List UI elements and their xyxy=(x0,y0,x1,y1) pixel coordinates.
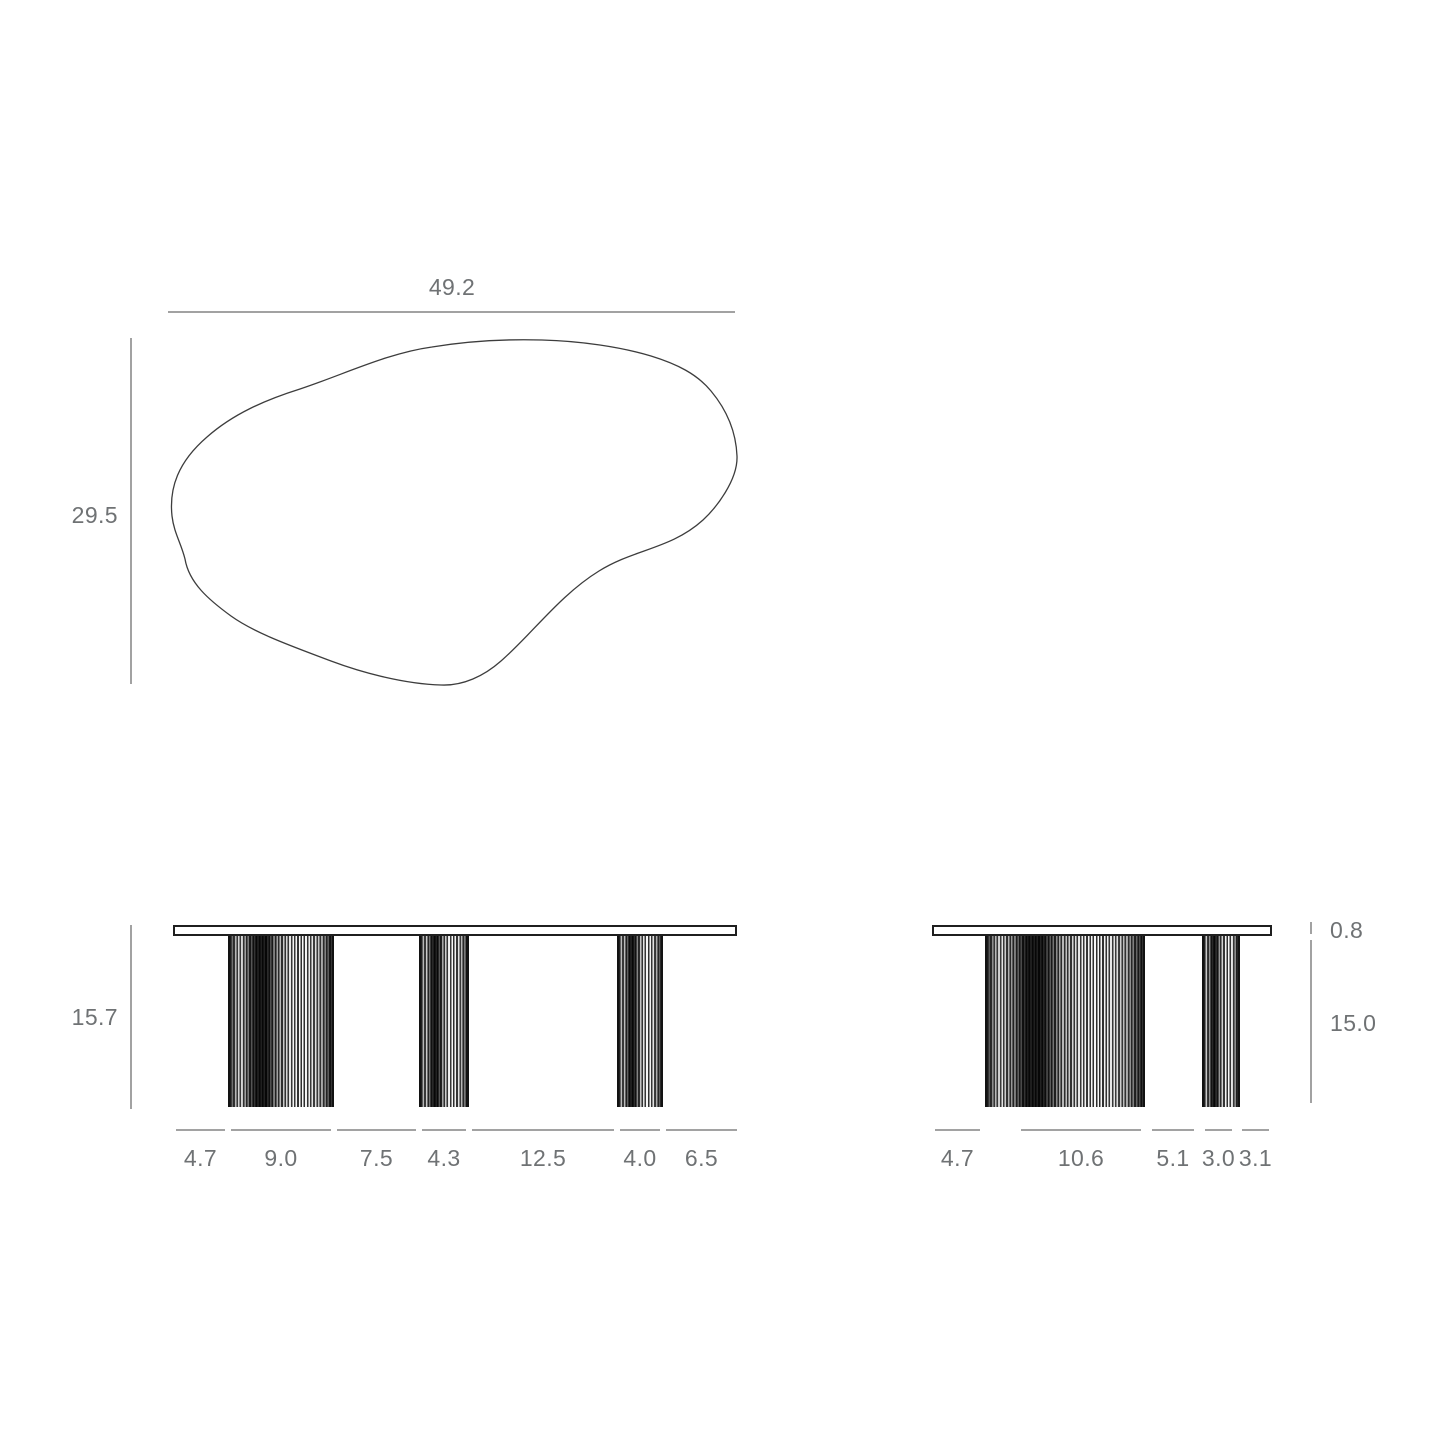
front-view-leg-right xyxy=(617,936,663,1107)
dimension-segment-line xyxy=(666,1129,737,1131)
dimension-segment-line xyxy=(176,1129,225,1131)
dimension-label: 5.1 xyxy=(1156,1145,1190,1171)
dimension-label: 9.0 xyxy=(264,1145,298,1171)
dimension-segment-line xyxy=(337,1129,416,1131)
dimension-segment-line xyxy=(1021,1129,1141,1131)
side-view-leg-height-label: 15.0 xyxy=(1330,1010,1377,1036)
front-view-tabletop xyxy=(173,925,737,936)
dimension-label: 4.3 xyxy=(427,1145,461,1171)
dimension-label: 3.1 xyxy=(1238,1145,1273,1171)
dimension-segment-line xyxy=(935,1129,980,1131)
side-view-leg-wide xyxy=(985,936,1145,1107)
dimension-label: 10.6 xyxy=(1057,1145,1105,1171)
dimension-label: 6.5 xyxy=(684,1145,719,1171)
dimension-label: 4.7 xyxy=(183,1145,218,1171)
organic-tabletop-shape xyxy=(170,339,738,686)
dimension-segment-line xyxy=(422,1129,466,1131)
side-view-leg-narrow xyxy=(1202,936,1240,1107)
dimension-label: 12.5 xyxy=(519,1145,567,1171)
front-view-height-label: 15.7 xyxy=(71,1004,118,1030)
dimension-segment-line xyxy=(620,1129,660,1131)
dimension-label: 7.5 xyxy=(359,1145,394,1171)
dimension-label: 4.0 xyxy=(623,1145,657,1171)
dimension-label: 4.7 xyxy=(940,1145,975,1171)
side-view-top-thickness-tick xyxy=(1310,922,1312,934)
side-view-tabletop xyxy=(932,925,1272,936)
side-view-top-thickness-label: 0.8 xyxy=(1330,917,1364,943)
dimension-segment-line xyxy=(472,1129,614,1131)
front-view-leg-left xyxy=(228,936,334,1107)
front-view-leg-middle xyxy=(419,936,469,1107)
dimension-segment-line xyxy=(231,1129,331,1131)
side-view-leg-height-dimension-line xyxy=(1310,940,1312,1103)
dimension-segment-line xyxy=(1242,1129,1269,1131)
top-view-depth-dimension-line xyxy=(130,338,132,684)
top-view-depth-label: 29.5 xyxy=(71,502,118,528)
dimension-segment-line xyxy=(1152,1129,1194,1131)
top-view-width-label: 49.2 xyxy=(428,274,476,300)
dimension-label: 3.0 xyxy=(1201,1145,1236,1171)
top-view-width-dimension-line xyxy=(168,311,735,313)
front-view-height-dimension-line xyxy=(130,925,132,1109)
dimension-segment-line xyxy=(1205,1129,1232,1131)
